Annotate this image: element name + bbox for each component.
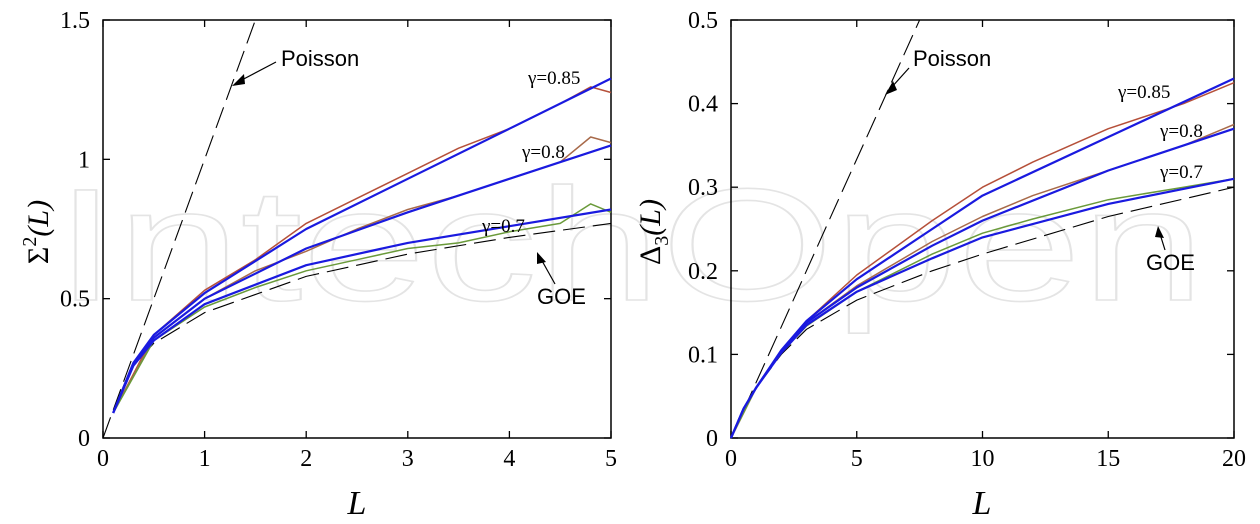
panel-delta3: 0 5 10 15 20 0 0.1 0.2 0.3 0.4 0.5 L Δ3(L) Poisso… xyxy=(634,8,1246,522)
y-tick-label: 1.5 xyxy=(60,8,90,34)
series-dashed-poisson xyxy=(102,19,256,439)
x-tick-label: 0 xyxy=(97,446,109,472)
y-title-tail-left: (L) xyxy=(22,200,55,237)
series-group-left xyxy=(102,19,612,439)
x-tick-label: 5 xyxy=(605,446,617,472)
y-axis-title-right: Δ3(L) xyxy=(634,199,673,265)
y-tick-label: 0 xyxy=(706,426,718,452)
series-group-right xyxy=(729,19,1235,439)
gamma080-label-left: γ=0.8 xyxy=(521,142,565,163)
goe-arrow-line-left xyxy=(540,258,556,285)
gamma070-label-left: γ=0.7 xyxy=(481,216,525,237)
goe-arrow-head-right xyxy=(1155,226,1164,238)
y-tick-label: 0.4 xyxy=(688,92,718,118)
watermark-text: IntechOpen xyxy=(55,155,1205,334)
x-tick-label: 2 xyxy=(300,446,312,472)
gamma080-label-right: γ=0.8 xyxy=(1159,121,1203,142)
y-tick-label: 0.2 xyxy=(688,259,718,285)
poisson-arrow-head-right xyxy=(885,81,897,95)
y-tick-label: 0 xyxy=(78,426,90,452)
x-axis-title-right: L xyxy=(972,485,992,522)
x-tick-label: 1 xyxy=(199,446,211,472)
y-tick-label: 0.3 xyxy=(688,175,718,201)
series-model--0-7 xyxy=(112,208,612,414)
gamma070-label-right: γ=0.7 xyxy=(1159,162,1203,183)
y-tick-label: 0.5 xyxy=(60,287,90,313)
series-model--0-8 xyxy=(112,144,612,414)
x-tick-label: 0 xyxy=(725,446,737,472)
x-axis-title-left: L xyxy=(347,485,367,522)
y-tick-label: 0.5 xyxy=(688,8,718,34)
y-axis-title-left: Σ2(L) xyxy=(19,200,55,264)
x-tick-label: 20 xyxy=(1222,446,1246,472)
series-dashed-poisson xyxy=(730,19,921,439)
gamma085-label-right: γ=0.85 xyxy=(1117,82,1170,103)
y-title-symbol-right: Δ xyxy=(634,246,667,265)
y-axis-ticks-right: 0 0.1 0.2 0.3 0.4 0.5 xyxy=(688,8,1234,452)
poisson-label-left: Poisson xyxy=(281,46,359,71)
x-tick-label: 3 xyxy=(402,446,414,472)
y-title-tail-right: (L) xyxy=(634,199,667,236)
series-data070--0-7 xyxy=(112,203,612,414)
goe-arrow-head-left xyxy=(537,252,546,264)
x-tick-label: 5 xyxy=(851,446,863,472)
y-tick-label: 1 xyxy=(78,147,90,173)
y-title-symbol-left: Σ xyxy=(22,247,55,264)
y-title-sup-left: 2 xyxy=(19,237,41,247)
series-dashed-goe xyxy=(112,222,612,414)
poisson-arrow-head-left xyxy=(232,74,245,86)
y-title-sub-right: 3 xyxy=(651,236,673,246)
goe-label-right: GOE xyxy=(1146,250,1195,275)
y-tick-label: 0.1 xyxy=(688,342,718,368)
x-axis-ticks-right: 0 5 10 15 20 xyxy=(725,20,1246,472)
x-tick-label: 4 xyxy=(503,446,515,472)
series-model--0-7 xyxy=(729,177,1235,439)
gamma085-label-left: γ=0.85 xyxy=(527,68,580,89)
goe-label-left: GOE xyxy=(537,284,586,309)
poisson-label-right: Poisson xyxy=(913,46,991,71)
plot-frame-left xyxy=(102,19,612,439)
y-axis-ticks-left: 0 0.5 1 1.5 xyxy=(60,8,611,452)
x-axis-ticks-left: 0 1 2 3 4 5 xyxy=(97,20,617,472)
x-tick-label: 15 xyxy=(1096,446,1120,472)
x-tick-label: 10 xyxy=(971,446,995,472)
